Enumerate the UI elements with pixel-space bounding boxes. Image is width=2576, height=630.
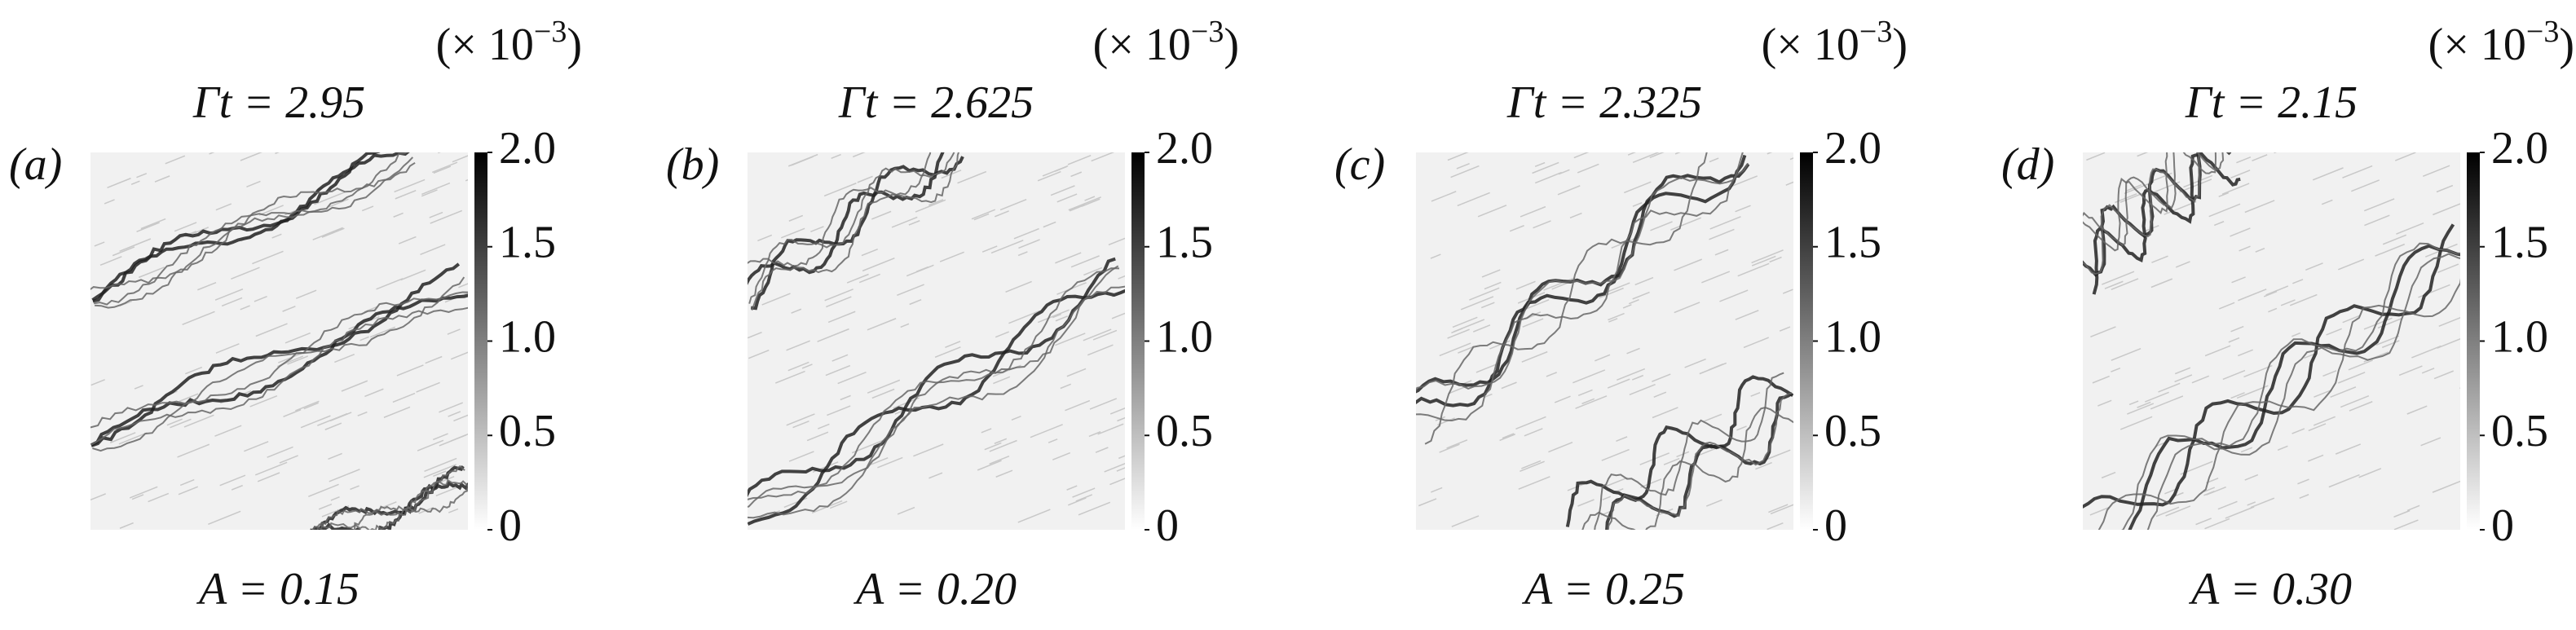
field-image [1416, 152, 1793, 530]
multiplier-base: (× 10 [2428, 20, 2526, 70]
colorbar-tick-label: 1.5 [499, 218, 556, 268]
colorbar-tick-label: 1.5 [1156, 218, 1213, 268]
panel-title: Γt = 2.95 [192, 77, 365, 128]
colorbar-tick-label: 0 [499, 500, 522, 551]
colorbar-multiplier: (× 10−3) [1093, 15, 1239, 70]
colorbar-tick-label: 0 [1156, 500, 1179, 551]
panel-label: (c) [1334, 139, 1385, 190]
colorbar-tick-label: 2.0 [1824, 123, 1881, 174]
colorbar [1131, 152, 1145, 530]
field-image [2083, 152, 2460, 530]
panel-caption: A = 0.20 [853, 564, 1017, 615]
colorbar-tick-label: 0 [2491, 500, 2514, 551]
colorbar [2467, 152, 2480, 530]
panel-label: (d) [2001, 139, 2054, 190]
multiplier-close: ) [1224, 20, 1239, 70]
panel-title: Γt = 2.15 [2185, 77, 2358, 128]
colorbar [1800, 152, 1813, 530]
colorbar-tick-label: 0.5 [499, 406, 556, 456]
panel-label: (b) [666, 139, 719, 190]
panel-caption: A = 0.25 [1521, 564, 1685, 615]
panel: (d) Γt = 2.15 A = 0.30 0 0.5 1.0 1.5 2.0 (× 10−3… [2001, 15, 2574, 615]
multiplier-exponent: −3 [2526, 15, 2559, 49]
colorbar-tick-label: 1.5 [1824, 218, 1881, 268]
field-texture [90, 152, 468, 530]
panel: (c) Γt = 2.325 A = 0.25 0 0.5 1.0 1.5 2.0 (× 10−… [1334, 15, 1908, 615]
colorbar-tick-label: 1.0 [1824, 311, 1881, 362]
colorbar-tick-label: 1.5 [2491, 218, 2548, 268]
field-image [748, 152, 1125, 530]
colorbar-multiplier: (× 10−3) [436, 15, 582, 70]
colorbar-tick-label: 1.0 [499, 311, 556, 362]
colorbar-tick-label: 0.5 [1824, 406, 1881, 456]
multiplier-exponent: −3 [534, 15, 567, 49]
colorbar-tick-label: 2.0 [1156, 123, 1213, 174]
panel-caption: A = 0.15 [196, 564, 359, 615]
multiplier-base: (× 10 [1093, 20, 1191, 70]
field-texture [1416, 152, 1793, 530]
colorbar-multiplier: (× 10−3) [2428, 15, 2574, 70]
multiplier-base: (× 10 [436, 20, 534, 70]
colorbar-tick-label: 0.5 [2491, 406, 2548, 456]
colorbar-tick-label: 0.5 [1156, 406, 1213, 456]
colorbar-tick-label: 2.0 [499, 123, 556, 174]
colorbar-tick-label: 0 [1824, 500, 1847, 551]
multiplier-close: ) [1892, 20, 1908, 70]
panel: (a) Γt = 2.95 A = 0.15 0 0.5 1.0 1.5 2.0 (× 10−3… [9, 15, 582, 615]
multiplier-base: (× 10 [1762, 20, 1859, 70]
colorbar-tick-label: 2.0 [2491, 123, 2548, 174]
colorbar [474, 152, 487, 530]
colorbar-multiplier: (× 10−3) [1762, 15, 1908, 70]
multiplier-exponent: −3 [1859, 15, 1892, 49]
field-texture [748, 152, 1125, 526]
panel-caption: A = 0.30 [2188, 564, 2352, 615]
colorbar-tick-label: 1.0 [1156, 311, 1213, 362]
multiplier-exponent: −3 [1191, 15, 1224, 49]
panel-label: (a) [9, 139, 62, 190]
panel: (b) Γt = 2.625 A = 0.20 0 0.5 1.0 1.5 2.0 (× 10−… [666, 15, 1239, 615]
colorbar-tick-label: 1.0 [2491, 311, 2548, 362]
panel-title: Γt = 2.625 [838, 77, 1034, 128]
field-texture [2083, 152, 2460, 530]
multiplier-close: ) [567, 20, 582, 70]
multiplier-close: ) [2559, 20, 2574, 70]
panel-title: Γt = 2.325 [1506, 77, 1702, 128]
